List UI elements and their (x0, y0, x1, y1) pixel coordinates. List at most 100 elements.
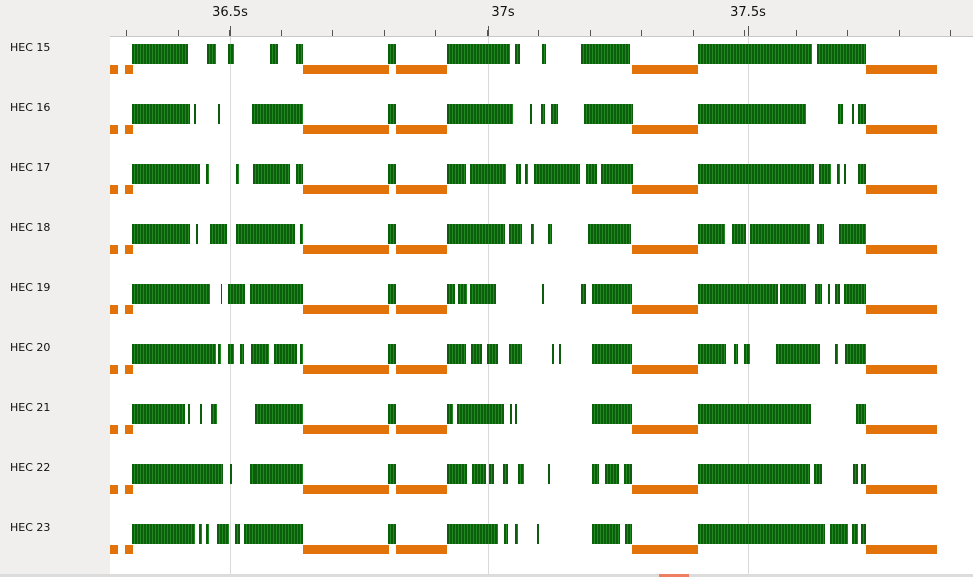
activity-run (530, 104, 532, 124)
activity-run (515, 44, 520, 64)
activity-run (255, 404, 303, 424)
timeline-row[interactable] (110, 457, 973, 517)
allocation-bar (303, 65, 389, 74)
horizontal-scrollbar[interactable] (0, 574, 973, 577)
allocation-bar (110, 425, 118, 434)
allocation-bar (632, 65, 698, 74)
activity-run (509, 344, 522, 364)
timeline-row[interactable] (110, 337, 973, 397)
activity-run (296, 164, 303, 184)
activity-run (487, 344, 498, 364)
allocation-bar (866, 245, 937, 254)
activity-run (817, 44, 866, 64)
timeline-row[interactable] (110, 97, 973, 157)
allocation-bar (632, 245, 698, 254)
activity-run (447, 164, 466, 184)
activity-run (457, 404, 504, 424)
activity-run (251, 344, 269, 364)
timeline-row[interactable] (110, 397, 973, 457)
allocation-bar (110, 545, 118, 554)
tick-label-36-5s: 36.5s (212, 5, 248, 20)
activity-run (132, 524, 195, 544)
timeline-row[interactable] (110, 517, 973, 577)
allocation-bar (125, 125, 133, 134)
allocation-bar (396, 305, 447, 314)
activity-run (518, 464, 524, 484)
activity-run (200, 404, 202, 424)
allocation-bar (937, 65, 973, 74)
activity-run (698, 224, 725, 244)
activity-run (447, 404, 453, 424)
activity-run (206, 524, 209, 544)
activity-run (581, 44, 630, 64)
allocation-bar (866, 125, 937, 134)
activity-run (525, 164, 528, 184)
activity-run (586, 164, 597, 184)
activity-run (780, 284, 806, 304)
activity-run (852, 104, 854, 124)
axis-tick (899, 30, 900, 36)
activity-run (270, 44, 278, 64)
activity-run (300, 224, 303, 244)
activity-run (835, 284, 840, 304)
activity-run (470, 164, 506, 184)
timeline-canvas[interactable] (110, 37, 973, 574)
allocation-bar (303, 485, 389, 494)
activity-run (732, 224, 746, 244)
activity-run (835, 344, 838, 364)
activity-run (552, 344, 554, 364)
axis-tick (590, 30, 591, 36)
activity-run (698, 44, 812, 64)
activity-run (844, 284, 866, 304)
allocation-bar (396, 485, 447, 494)
allocation-bar (396, 425, 447, 434)
allocation-bar (632, 185, 698, 194)
allocation-bar (866, 485, 937, 494)
timeline-row[interactable] (110, 37, 973, 97)
allocation-bar (125, 365, 133, 374)
activity-run (132, 224, 190, 244)
activity-run (698, 464, 810, 484)
activity-run (244, 524, 303, 544)
allocation-bar (125, 245, 133, 254)
allocation-bar (303, 545, 389, 554)
gridline-36-5s (230, 37, 231, 574)
activity-run (132, 104, 190, 124)
activity-run (132, 464, 223, 484)
tick-label-37s: 37s (491, 5, 515, 20)
activity-run (274, 344, 297, 364)
activity-run (196, 224, 198, 244)
timeline-row[interactable] (110, 157, 973, 217)
allocation-bar (937, 125, 973, 134)
activity-run (861, 524, 866, 544)
activity-run (217, 524, 229, 544)
activity-run (388, 464, 396, 484)
allocation-bar (396, 185, 447, 194)
timeline-row[interactable] (110, 217, 973, 277)
row-label-hec-22: HEC 22 (10, 461, 51, 474)
activity-run (601, 164, 633, 184)
scroll-position-marker[interactable] (659, 574, 689, 577)
activity-run (516, 164, 521, 184)
allocation-bar (632, 425, 698, 434)
activity-run (551, 104, 558, 124)
activity-run (218, 344, 221, 364)
activity-run (253, 164, 290, 184)
row-label-hec-17: HEC 17 (10, 161, 51, 174)
axis-tick (950, 30, 951, 36)
axis-tick (229, 30, 230, 36)
activity-run (252, 104, 303, 124)
activity-run (588, 224, 631, 244)
axis-tick (847, 30, 848, 36)
row-label-hec-16: HEC 16 (10, 101, 51, 114)
axis-tick-major (748, 26, 749, 36)
time-axis[interactable]: 36.5s 37s 37.5s (110, 0, 973, 37)
activity-run (388, 524, 396, 544)
activity-run (839, 224, 866, 244)
activity-run (221, 284, 222, 304)
timeline-row[interactable] (110, 277, 973, 337)
axis-tick (487, 30, 488, 36)
activity-run (388, 224, 396, 244)
activity-run (447, 224, 505, 244)
activity-run (838, 104, 843, 124)
